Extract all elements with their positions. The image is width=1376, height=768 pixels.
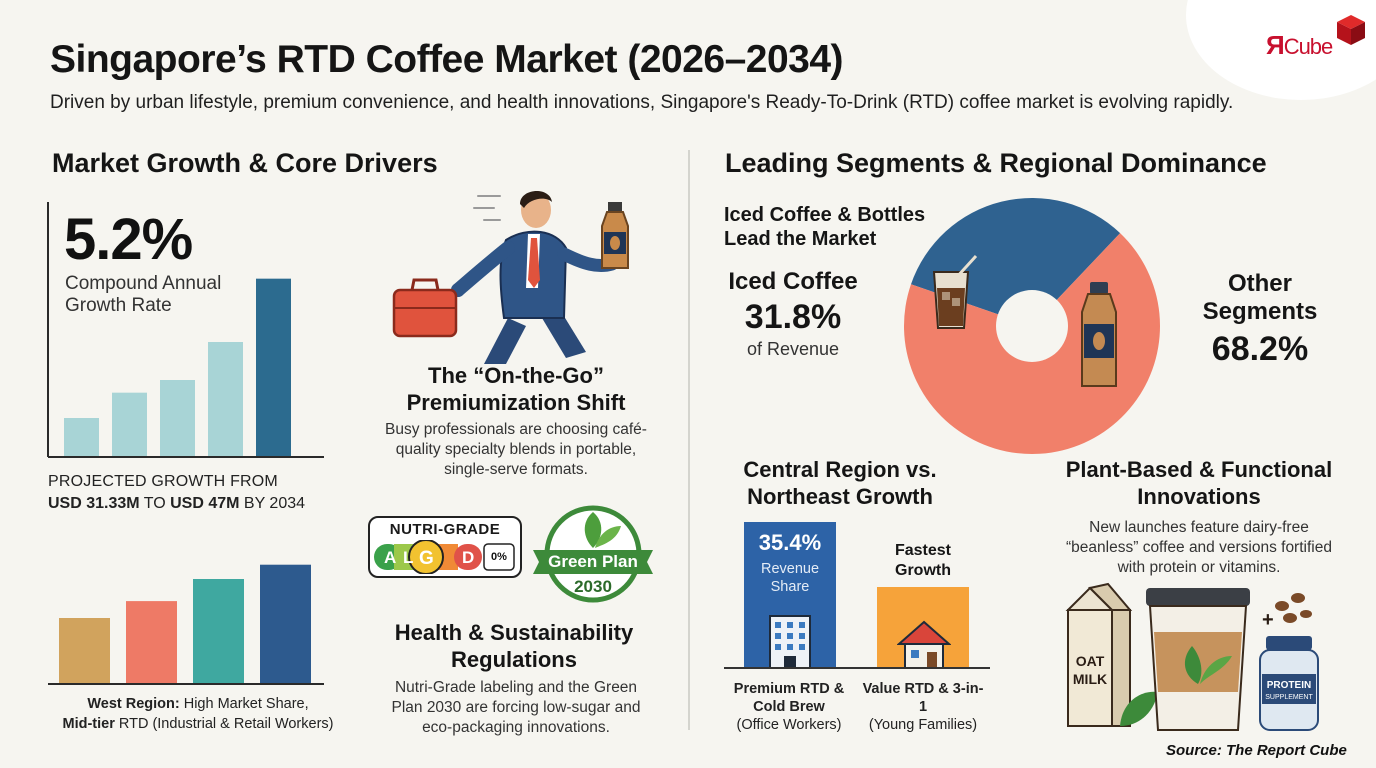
premium-title: The “On-the-Go” Premiumization Shift xyxy=(406,363,626,415)
house-icon xyxy=(897,620,951,668)
growth-bar-5 xyxy=(256,278,291,456)
segment-donut-chart xyxy=(904,198,1160,454)
iced-coffee-label: Iced Coffee xyxy=(728,268,858,295)
brand-logo: ЯCube xyxy=(1266,30,1334,61)
west-bar-3 xyxy=(193,579,244,683)
green-plan-line1: Green Plan xyxy=(548,552,638,571)
protein-jar-icon: PROTEIN SUPPLEMENT xyxy=(1259,636,1319,731)
supplement-label: SUPPLEMENT xyxy=(1265,694,1313,701)
region-axis xyxy=(724,667,990,669)
west-region-note: West Region: High Market Share, Mid-tier… xyxy=(48,694,348,734)
coffee-bottle-icon xyxy=(601,202,629,269)
projection-heading: PROJECTED GROWTH FROM xyxy=(48,473,278,490)
iced-coffee-stat: Iced Coffee 31.8% of Revenue xyxy=(720,268,866,360)
projection-to: TO xyxy=(139,495,171,512)
nutri-grade-badge: NUTRI-GRADE 0% A L G D xyxy=(368,516,522,578)
west-bold: West Region: xyxy=(87,696,180,712)
growth-chart xyxy=(47,202,324,458)
nutri-grade-title: NUTRI-GRADE xyxy=(389,521,501,538)
west-bar-2 xyxy=(126,601,177,683)
health-body: Nutri-Grade labeling and the Green Plan … xyxy=(391,679,641,736)
nutri-grade-l: L xyxy=(403,548,413,567)
logo-suffix: Cube xyxy=(1283,34,1334,59)
northeast-region-bar xyxy=(877,587,969,668)
svg-text:0%: 0% xyxy=(491,551,507,563)
leaf-icon xyxy=(584,512,602,548)
nutri-grade-a: A xyxy=(384,548,396,567)
nutri-grade-g: G xyxy=(419,548,434,569)
fastest-growth-label: Fastest Growth xyxy=(894,542,952,580)
central-label: Revenue Share xyxy=(760,561,820,595)
projection-year: BY 2034 xyxy=(239,495,306,512)
plant-body: New launches feature dairy-free “beanles… xyxy=(1066,519,1332,576)
iced-coffee-icon xyxy=(932,254,978,329)
premium-body: Busy professionals are choosing café-qua… xyxy=(385,421,647,478)
growth-bar-3 xyxy=(160,380,195,456)
projection-from-value: USD 31.33M xyxy=(48,495,140,512)
central-region-bar: 35.4% Revenue Share xyxy=(744,522,836,668)
briefcase-icon xyxy=(392,278,458,338)
growth-bar-4 xyxy=(208,342,243,456)
central-tag-sub: (Office Workers) xyxy=(736,717,842,733)
green-plan-line2: 2030 xyxy=(574,577,612,596)
iced-coffee-pct: 31.8% xyxy=(744,298,842,336)
plus-sign: + xyxy=(1262,609,1274,631)
midtier-text: RTD (Industrial & Retail Workers) xyxy=(114,716,334,732)
svg-text:MILK: MILK xyxy=(1073,671,1107,687)
central-tag: Premium RTD & Cold Brew (Office Workers) xyxy=(726,680,852,734)
nutri-grade-d: D xyxy=(462,548,474,567)
oat-milk-icon: OAT MILK xyxy=(1065,582,1133,727)
logo-prefix: Я xyxy=(1266,30,1285,60)
central-pct: 35.4% xyxy=(758,530,822,555)
projection-to-value: USD 47M xyxy=(170,495,240,512)
projection-values: USD 31.33M TO USD 47M BY 2034 xyxy=(48,495,305,513)
health-title: Health & Sustainability Regulations xyxy=(394,620,634,672)
office-building-icon xyxy=(769,615,811,668)
west-bar-1 xyxy=(59,618,110,683)
midtier-bold: Mid-tier xyxy=(62,716,115,732)
page-title: Singapore’s RTD Coffee Market (2026–2034… xyxy=(50,38,844,81)
cagr-value: 5.2% xyxy=(64,207,193,272)
coffee-cup-icon xyxy=(1146,588,1250,731)
businessman-icon xyxy=(392,190,629,364)
left-section-title: Market Growth & Core Drivers xyxy=(52,148,438,178)
northeast-tag-sub: (Young Families) xyxy=(868,717,978,733)
protein-label: PROTEIN xyxy=(1267,680,1311,691)
coffee-bottle-icon xyxy=(1081,282,1117,387)
northeast-tag: Value RTD & 3-in-1 (Young Families) xyxy=(860,680,986,734)
cube-icon xyxy=(1337,15,1365,45)
other-segments-label: Other Segments xyxy=(1202,270,1318,325)
donut-hole xyxy=(996,290,1068,362)
iced-heading: Iced Coffee & Bottles Lead the Market xyxy=(724,204,926,250)
cagr-label: Compound Annual Growth Rate xyxy=(65,273,222,316)
source-note: Source: The Report Cube xyxy=(1166,742,1347,759)
region-title: Central Region vs. Northeast Growth xyxy=(743,457,937,509)
west-bar-4 xyxy=(260,564,311,683)
other-segments-stat: Other Segments 68.2% xyxy=(1190,270,1330,369)
coffee-beans-icon xyxy=(1275,593,1312,623)
plant-title: Plant-Based & Functional Innovations xyxy=(1065,457,1333,509)
other-segments-pct: 68.2% xyxy=(1211,330,1309,368)
west-region-chart xyxy=(48,564,324,685)
central-tag-bold: Premium RTD & Cold Brew xyxy=(733,681,845,715)
page-subtitle: Driven by urban lifestyle, premium conve… xyxy=(50,92,1234,113)
leaf-icon xyxy=(1120,691,1158,726)
nutri-grade-scale: 0% A L G D xyxy=(374,540,515,574)
right-section-title: Leading Segments & Regional Dominance xyxy=(725,148,1267,178)
iced-coffee-sub: of Revenue xyxy=(746,339,840,359)
section-divider xyxy=(688,150,690,730)
svg-text:OAT: OAT xyxy=(1076,653,1105,669)
green-plan-badge: Green Plan 2030 xyxy=(533,505,653,603)
northeast-tag-bold: Value RTD & 3-in-1 xyxy=(862,681,984,715)
growth-bar-1 xyxy=(64,418,99,456)
plant-products-illustration: OAT MILK + PROTEIN SUPPLEMENT xyxy=(1065,582,1319,731)
west-text: High Market Share, xyxy=(179,696,309,712)
growth-bar-2 xyxy=(112,392,147,456)
